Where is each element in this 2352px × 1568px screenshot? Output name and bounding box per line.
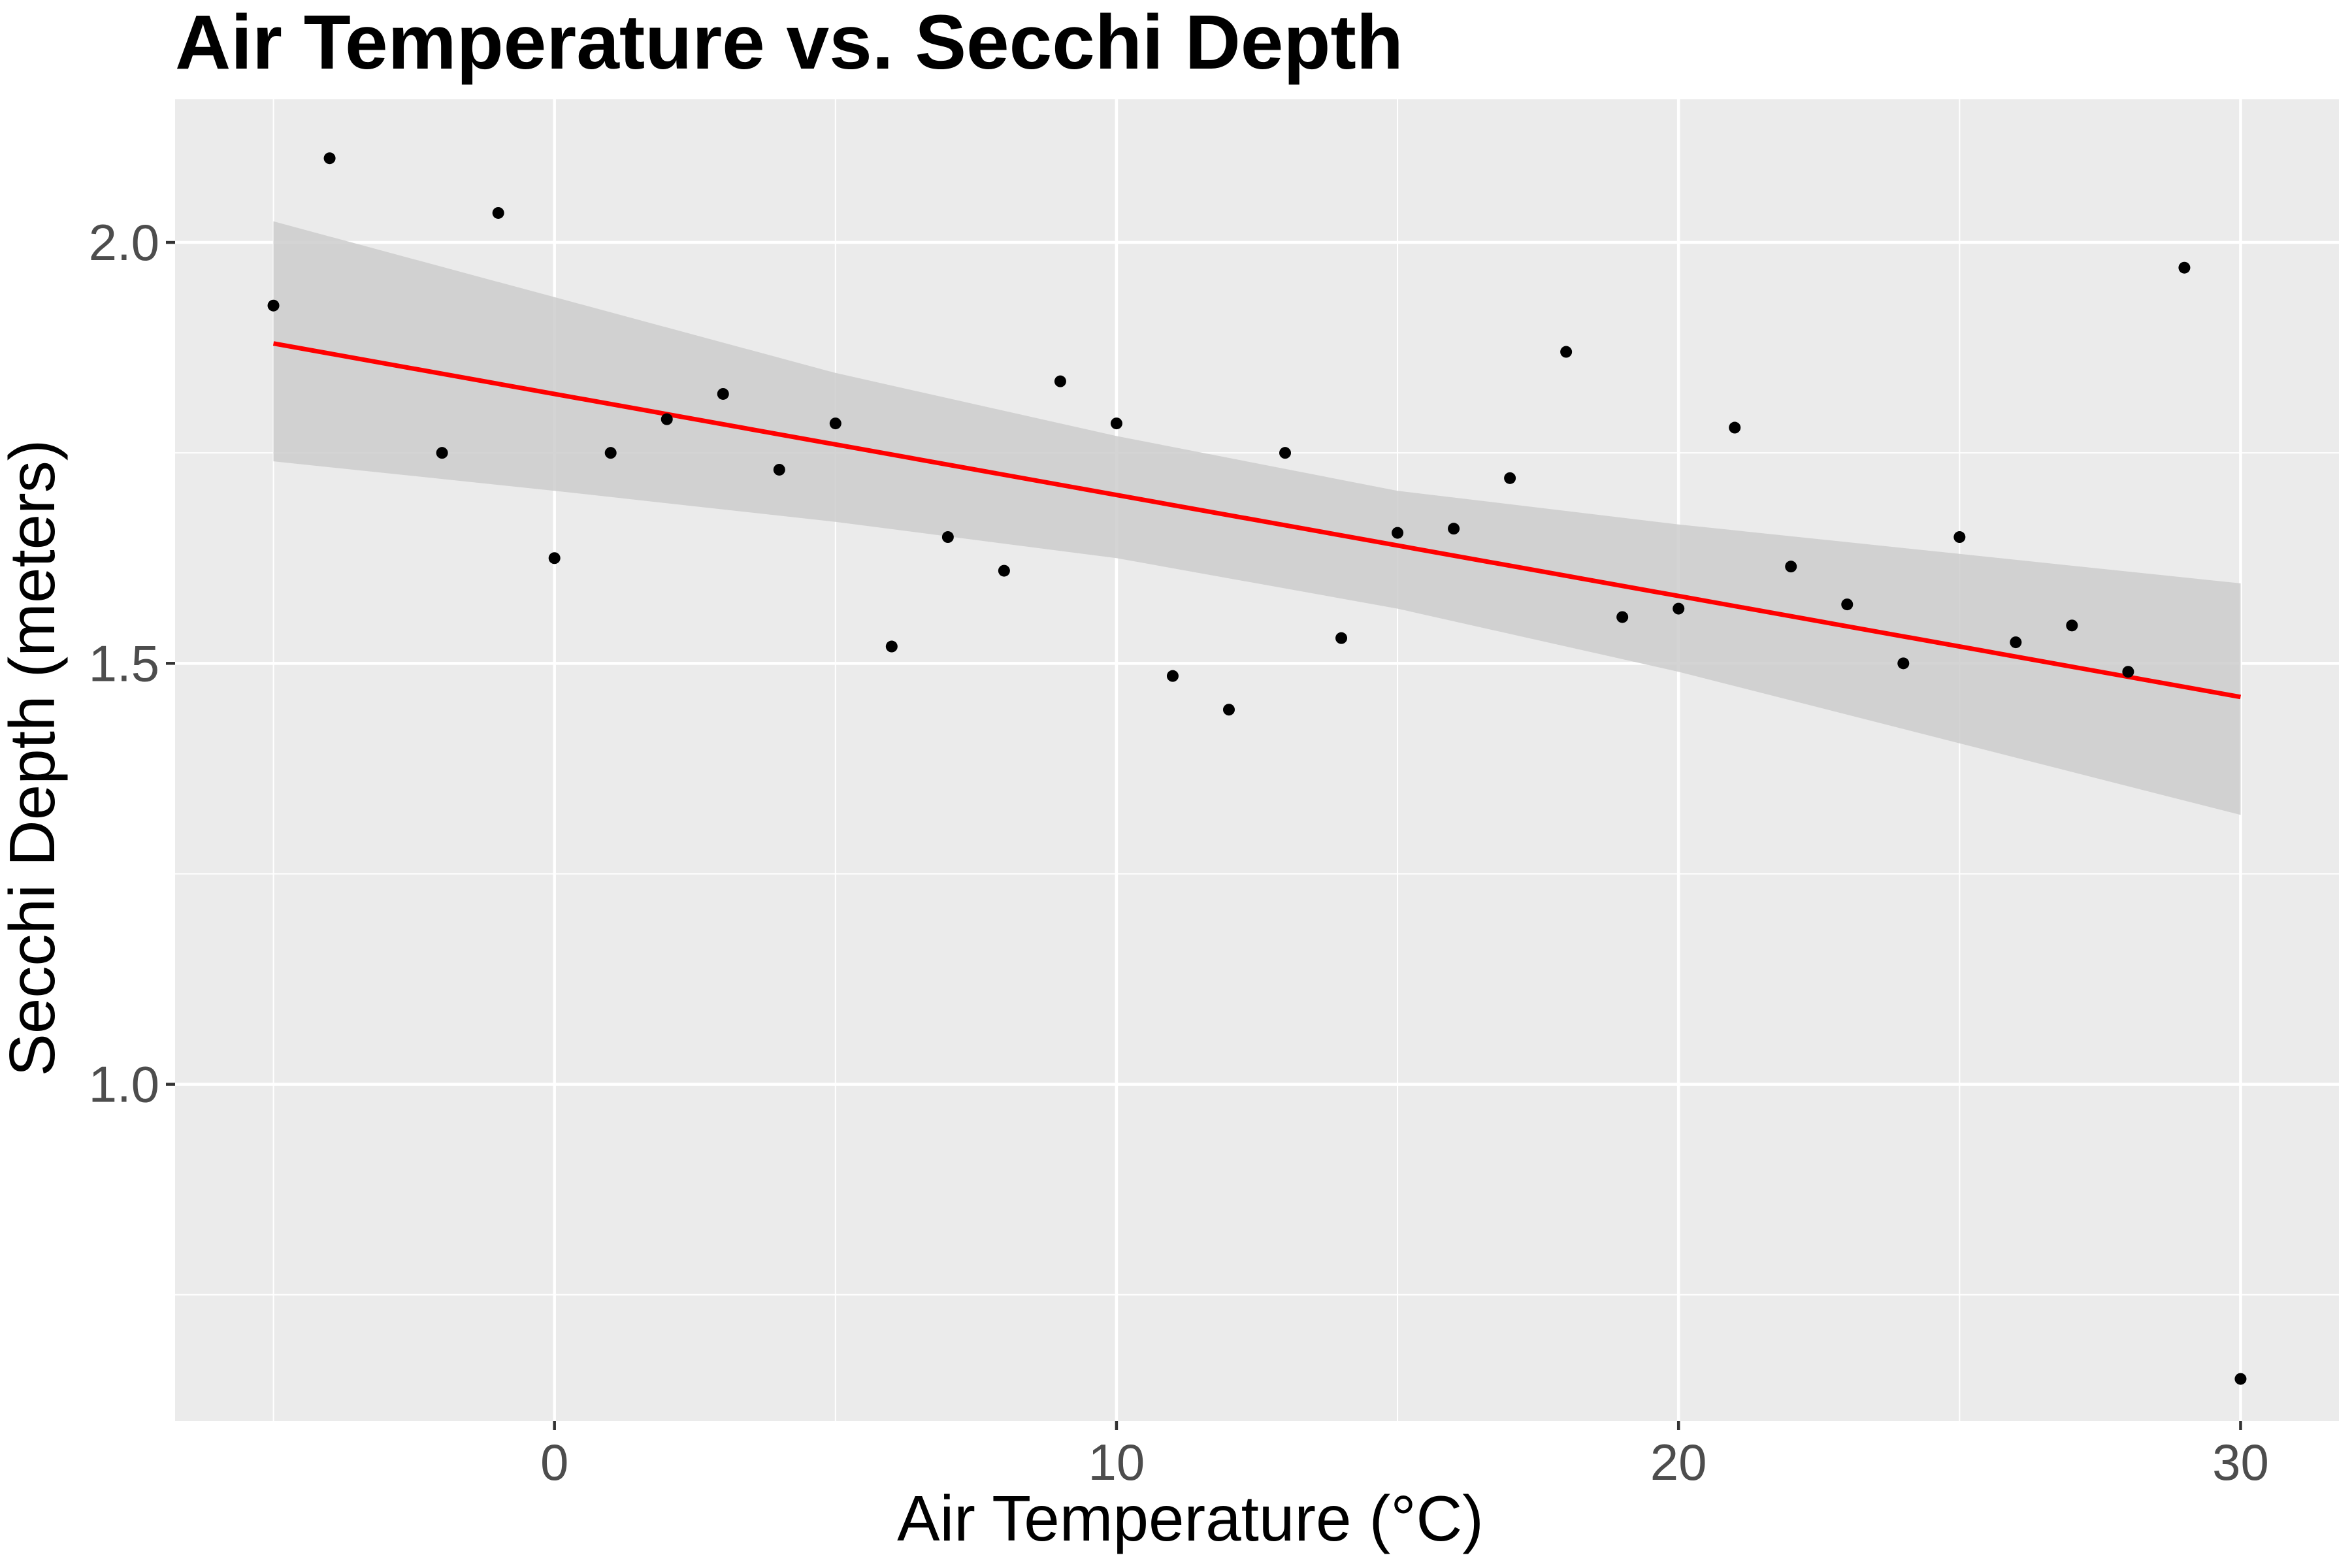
data-point [323,152,336,165]
data-point [2178,261,2191,274]
data-point [1841,598,1854,611]
data-point [1054,375,1066,387]
data-point [2010,636,2022,649]
data-point [492,206,504,219]
data-point [548,552,561,564]
trend-line [272,341,2242,700]
data-point [829,417,841,430]
data-point [1560,346,1573,358]
x-tick-label: 30 [2212,1433,2269,1491]
x-tick-label: 10 [1088,1433,1145,1491]
data-point [2122,666,2134,678]
data-point [717,387,729,400]
y-axis-ticks: 1.0 1.5 2.0 [89,214,175,1113]
data-point [2234,1373,2247,1385]
data-point [1448,523,1460,535]
data-point [885,640,898,653]
x-tick-label: 0 [540,1433,568,1491]
data-points [267,152,2247,1385]
data-point [1673,602,1685,615]
data-point [1335,632,1348,644]
data-point [1279,447,1292,459]
x-axis-ticks: 0 10 20 30 [540,1421,2269,1491]
data-point [604,447,617,459]
y-axis-title: Secchi Depth (meters) [0,440,68,1077]
chart-title: Air Temperature vs. Secchi Depth [175,0,1403,86]
data-point [1110,417,1122,430]
data-point [998,564,1010,577]
data-point [1729,421,1741,434]
y-tick-label: 1.5 [89,634,159,692]
y-tick-label: 1.0 [89,1056,159,1113]
data-point [661,413,673,425]
data-point [1392,527,1404,539]
x-tick-label: 20 [1650,1433,1707,1491]
data-point [1616,611,1629,623]
data-point [1504,472,1516,484]
x-axis-title: Air Temperature (°C) [897,1482,1484,1554]
data-point [941,531,954,544]
data-point [773,463,785,476]
data-point [1953,531,1966,544]
data-point [1897,657,1910,670]
data-point [1166,670,1179,682]
data-point [436,447,448,459]
data-point [1222,704,1235,716]
data-point [267,299,280,312]
y-tick-label: 2.0 [89,214,159,271]
data-point [2066,619,2078,632]
data-point [1785,561,1797,573]
